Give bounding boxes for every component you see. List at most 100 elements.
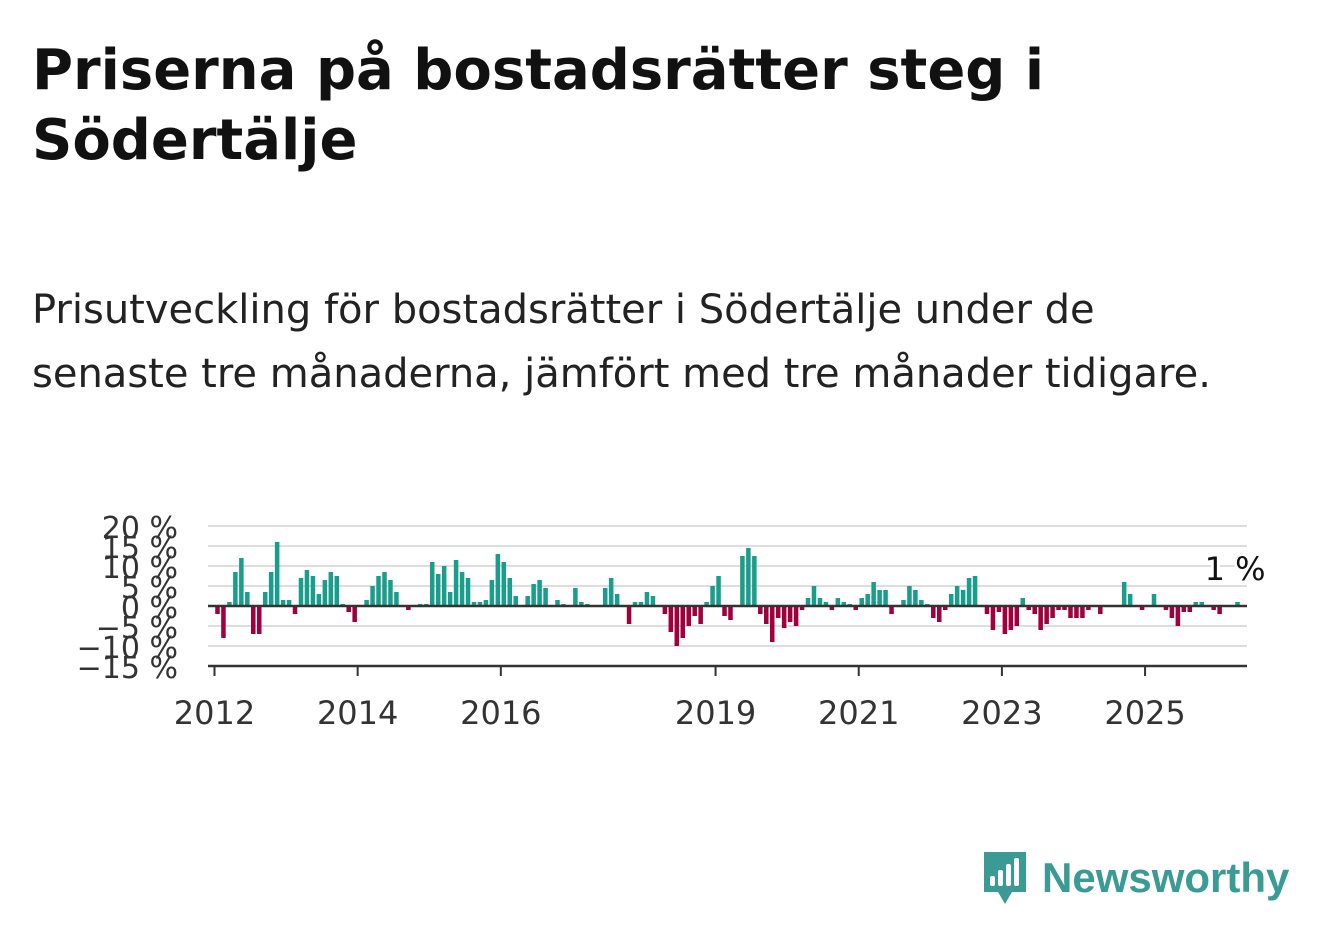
y-tick-label: −5 % (96, 611, 178, 646)
bar (1008, 606, 1014, 630)
bar (346, 606, 351, 612)
bar (954, 586, 960, 606)
bar (274, 542, 280, 606)
brand-name: Newsworthy (1042, 854, 1290, 901)
bar (477, 602, 483, 606)
bar (364, 600, 369, 606)
bar (626, 606, 632, 624)
bar (960, 590, 966, 606)
bar (1014, 606, 1020, 626)
bar (931, 606, 936, 618)
bar (746, 548, 751, 606)
bar (292, 606, 298, 614)
y-tick-label: 0 % (121, 591, 178, 626)
x-tick-label: 2014 (317, 694, 398, 732)
bar (1068, 606, 1073, 618)
bar (674, 606, 680, 646)
bar (775, 606, 781, 618)
bar (602, 588, 608, 606)
bar (1121, 582, 1127, 606)
bar (811, 586, 817, 606)
bar (1193, 602, 1199, 606)
bar (525, 596, 530, 606)
bar (823, 602, 829, 606)
bar (352, 606, 357, 622)
bar (632, 602, 638, 606)
bar (936, 606, 942, 622)
bar (573, 588, 578, 606)
brand-logo: Newsworthy (980, 848, 1289, 908)
bar (298, 578, 304, 606)
bar (513, 596, 518, 606)
chart-subtitle: Prisutveckling för bostadsrätter i Söder… (32, 287, 1211, 397)
bar (316, 594, 322, 606)
bar (394, 592, 399, 606)
x-tick-label: 2021 (818, 694, 899, 732)
x-tick-label: 2023 (961, 694, 1042, 732)
bar (1181, 606, 1187, 612)
bar (489, 580, 495, 606)
bar (227, 602, 232, 606)
bar (310, 576, 316, 606)
bar (1235, 602, 1240, 606)
bar (304, 570, 310, 606)
bar (1056, 606, 1061, 610)
bar (1187, 606, 1193, 612)
bar (334, 576, 340, 606)
bar (1062, 606, 1067, 610)
bar (793, 606, 799, 626)
bar (459, 572, 465, 606)
bar (1127, 594, 1133, 606)
bar (239, 558, 244, 606)
bar (972, 576, 978, 606)
bar (251, 606, 256, 634)
bar (465, 578, 471, 606)
bar (370, 586, 375, 606)
bar (871, 582, 876, 606)
bar (256, 606, 262, 634)
bar (1098, 606, 1103, 614)
bar (990, 606, 996, 630)
bar (799, 606, 805, 610)
bar (996, 606, 1002, 612)
bar (942, 606, 948, 610)
bar (286, 600, 292, 606)
bar (376, 576, 381, 606)
bar (1074, 606, 1079, 618)
bar (787, 606, 793, 622)
bar (471, 602, 477, 606)
x-tick-label: 2019 (675, 694, 756, 732)
bar (716, 576, 721, 606)
bar (1169, 606, 1175, 618)
bar (853, 606, 859, 610)
bar (245, 592, 250, 606)
bar (1038, 606, 1043, 630)
x-tick-label: 2012 (174, 694, 255, 732)
bar (1080, 606, 1085, 618)
y-tick-label: 15 % (102, 531, 178, 566)
bar (614, 594, 620, 606)
bar (966, 578, 972, 606)
bar (501, 562, 507, 606)
bar (686, 606, 691, 626)
bar (388, 580, 393, 606)
bar (406, 606, 411, 610)
bar (728, 606, 733, 620)
bar (1002, 606, 1008, 634)
bar (769, 606, 775, 642)
bar (883, 590, 888, 606)
bar (1032, 606, 1037, 614)
newsworthy-logo-icon (984, 852, 1026, 904)
bar (483, 600, 489, 606)
bar (889, 606, 894, 614)
bar (919, 600, 924, 606)
bar (268, 572, 274, 606)
bar (435, 574, 441, 606)
bar (704, 602, 709, 606)
bar (221, 606, 226, 638)
last-value-annotation: 1 % (1205, 550, 1266, 588)
bar (698, 606, 703, 624)
bar (692, 606, 697, 616)
bar (865, 594, 870, 606)
bar (531, 584, 536, 606)
